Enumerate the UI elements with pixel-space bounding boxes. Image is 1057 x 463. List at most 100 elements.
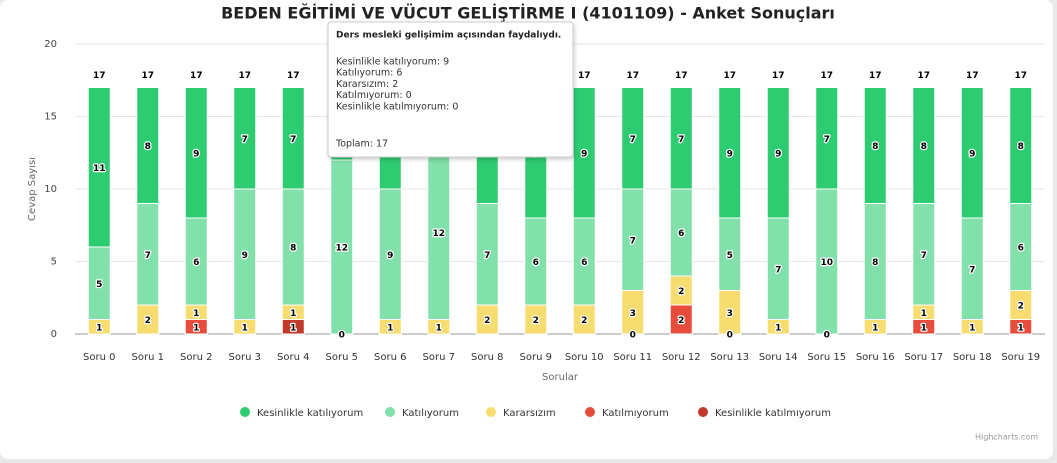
x-tick-label: Soru 5 xyxy=(326,352,358,363)
data-label: 1 xyxy=(1018,323,1024,333)
y-tick-label: 5 xyxy=(51,257,57,268)
x-tick-label: Soru 11 xyxy=(613,352,652,363)
bar-segment xyxy=(815,87,839,190)
bar-segment xyxy=(863,87,887,204)
data-label: 1 xyxy=(290,309,296,319)
data-label: 17 xyxy=(578,71,591,81)
data-label: 8 xyxy=(872,142,878,152)
legend-label: Katılıyorum xyxy=(402,408,459,419)
bar-segment xyxy=(136,87,160,204)
data-label: 1 xyxy=(387,323,393,333)
data-label: 17 xyxy=(820,71,833,81)
x-tick-label: Soru 17 xyxy=(904,352,943,363)
data-label: 6 xyxy=(533,258,539,268)
data-label: 2 xyxy=(581,316,587,326)
data-label: 2 xyxy=(145,316,151,326)
data-label: 0 xyxy=(824,331,830,341)
data-label: 11 xyxy=(93,164,106,174)
data-label: 6 xyxy=(678,229,684,239)
x-tick-label: Soru 16 xyxy=(856,352,895,363)
legend-marker xyxy=(698,407,708,417)
bar-segment xyxy=(766,87,790,219)
data-label: 9 xyxy=(969,149,975,159)
data-label: 7 xyxy=(290,135,296,145)
data-label: 3 xyxy=(630,309,636,319)
data-label: 12 xyxy=(432,229,445,239)
legend-marker xyxy=(385,407,395,417)
data-label: 2 xyxy=(533,316,539,326)
legend-marker xyxy=(585,407,595,417)
tooltip-line: Kesinlikle katılıyorum: 9 xyxy=(336,57,449,68)
data-label: 9 xyxy=(193,149,199,159)
data-label: 6 xyxy=(581,258,587,268)
bar-segment xyxy=(233,87,257,190)
x-tick-label: Soru 9 xyxy=(520,352,552,363)
x-tick-label: Soru 4 xyxy=(277,352,309,363)
data-label: 5 xyxy=(727,251,733,261)
legend-marker xyxy=(240,407,250,417)
data-label: 3 xyxy=(727,309,733,319)
data-label: 17 xyxy=(772,71,785,81)
data-label: 1 xyxy=(193,309,199,319)
data-label: 10 xyxy=(820,258,833,268)
credits: Highcharts.com xyxy=(975,433,1038,442)
data-label: 17 xyxy=(675,71,688,81)
data-label: 7 xyxy=(775,265,781,275)
data-label: 7 xyxy=(630,135,636,145)
data-label: 17 xyxy=(917,71,930,81)
data-label: 17 xyxy=(238,71,251,81)
data-label: 9 xyxy=(727,149,733,159)
data-label: 2 xyxy=(678,287,684,297)
x-tick-label: Soru 19 xyxy=(1001,352,1040,363)
y-tick-label: 10 xyxy=(44,184,57,195)
x-tick-label: Soru 18 xyxy=(953,352,992,363)
y-tick-label: 0 xyxy=(51,329,57,340)
x-tick-label: Soru 7 xyxy=(423,352,455,363)
legend-label: Kararsızım xyxy=(503,408,556,419)
tooltip-line: Katılıyorum: 6 xyxy=(336,68,402,79)
data-label: 8 xyxy=(921,142,927,152)
x-axis-title: Sorular xyxy=(542,372,579,383)
bar-segment xyxy=(281,87,305,190)
data-label: 1 xyxy=(193,323,199,333)
data-label: 17 xyxy=(93,71,106,81)
data-label: 1 xyxy=(290,323,296,333)
tooltip-title: Ders mesleki gelişimim açısından faydalı… xyxy=(336,31,561,41)
bar-segment xyxy=(621,87,645,190)
x-tick-label: Soru 8 xyxy=(471,352,503,363)
data-label: 12 xyxy=(335,244,348,254)
data-label: 17 xyxy=(190,71,203,81)
data-label: 0 xyxy=(339,331,345,341)
data-label: 8 xyxy=(290,244,296,254)
data-label: 6 xyxy=(1018,244,1024,254)
data-label: 7 xyxy=(824,135,830,145)
data-label: 17 xyxy=(1014,71,1027,81)
data-label: 8 xyxy=(1018,142,1024,152)
data-label: 7 xyxy=(630,236,636,246)
data-label: 2 xyxy=(484,316,490,326)
data-label: 7 xyxy=(145,251,151,261)
legend-label: Kesinlikle katılıyorum xyxy=(257,408,363,419)
x-tick-label: Soru 0 xyxy=(83,352,115,363)
bar-segment xyxy=(960,87,984,219)
y-axis-title: Cevap Sayısı xyxy=(27,157,38,221)
data-label: 17 xyxy=(723,71,736,81)
data-label: 1 xyxy=(242,323,248,333)
y-tick-label: 20 xyxy=(44,39,57,50)
data-label: 7 xyxy=(678,135,684,145)
y-tick-label: 15 xyxy=(44,112,57,123)
bar-segment xyxy=(912,87,936,204)
x-tick-label: Soru 2 xyxy=(180,352,212,363)
data-label: 7 xyxy=(921,251,927,261)
tooltip-line: Kararsızım: 2 xyxy=(336,79,398,90)
x-tick-label: Soru 10 xyxy=(565,352,604,363)
data-label: 0 xyxy=(630,331,636,341)
x-tick-label: Soru 6 xyxy=(374,352,406,363)
bar-segment xyxy=(184,87,208,219)
data-label: 0 xyxy=(727,331,733,341)
data-label: 9 xyxy=(775,149,781,159)
data-label: 6 xyxy=(193,258,199,268)
data-label: 1 xyxy=(921,323,927,333)
x-tick-label: Soru 3 xyxy=(229,352,261,363)
